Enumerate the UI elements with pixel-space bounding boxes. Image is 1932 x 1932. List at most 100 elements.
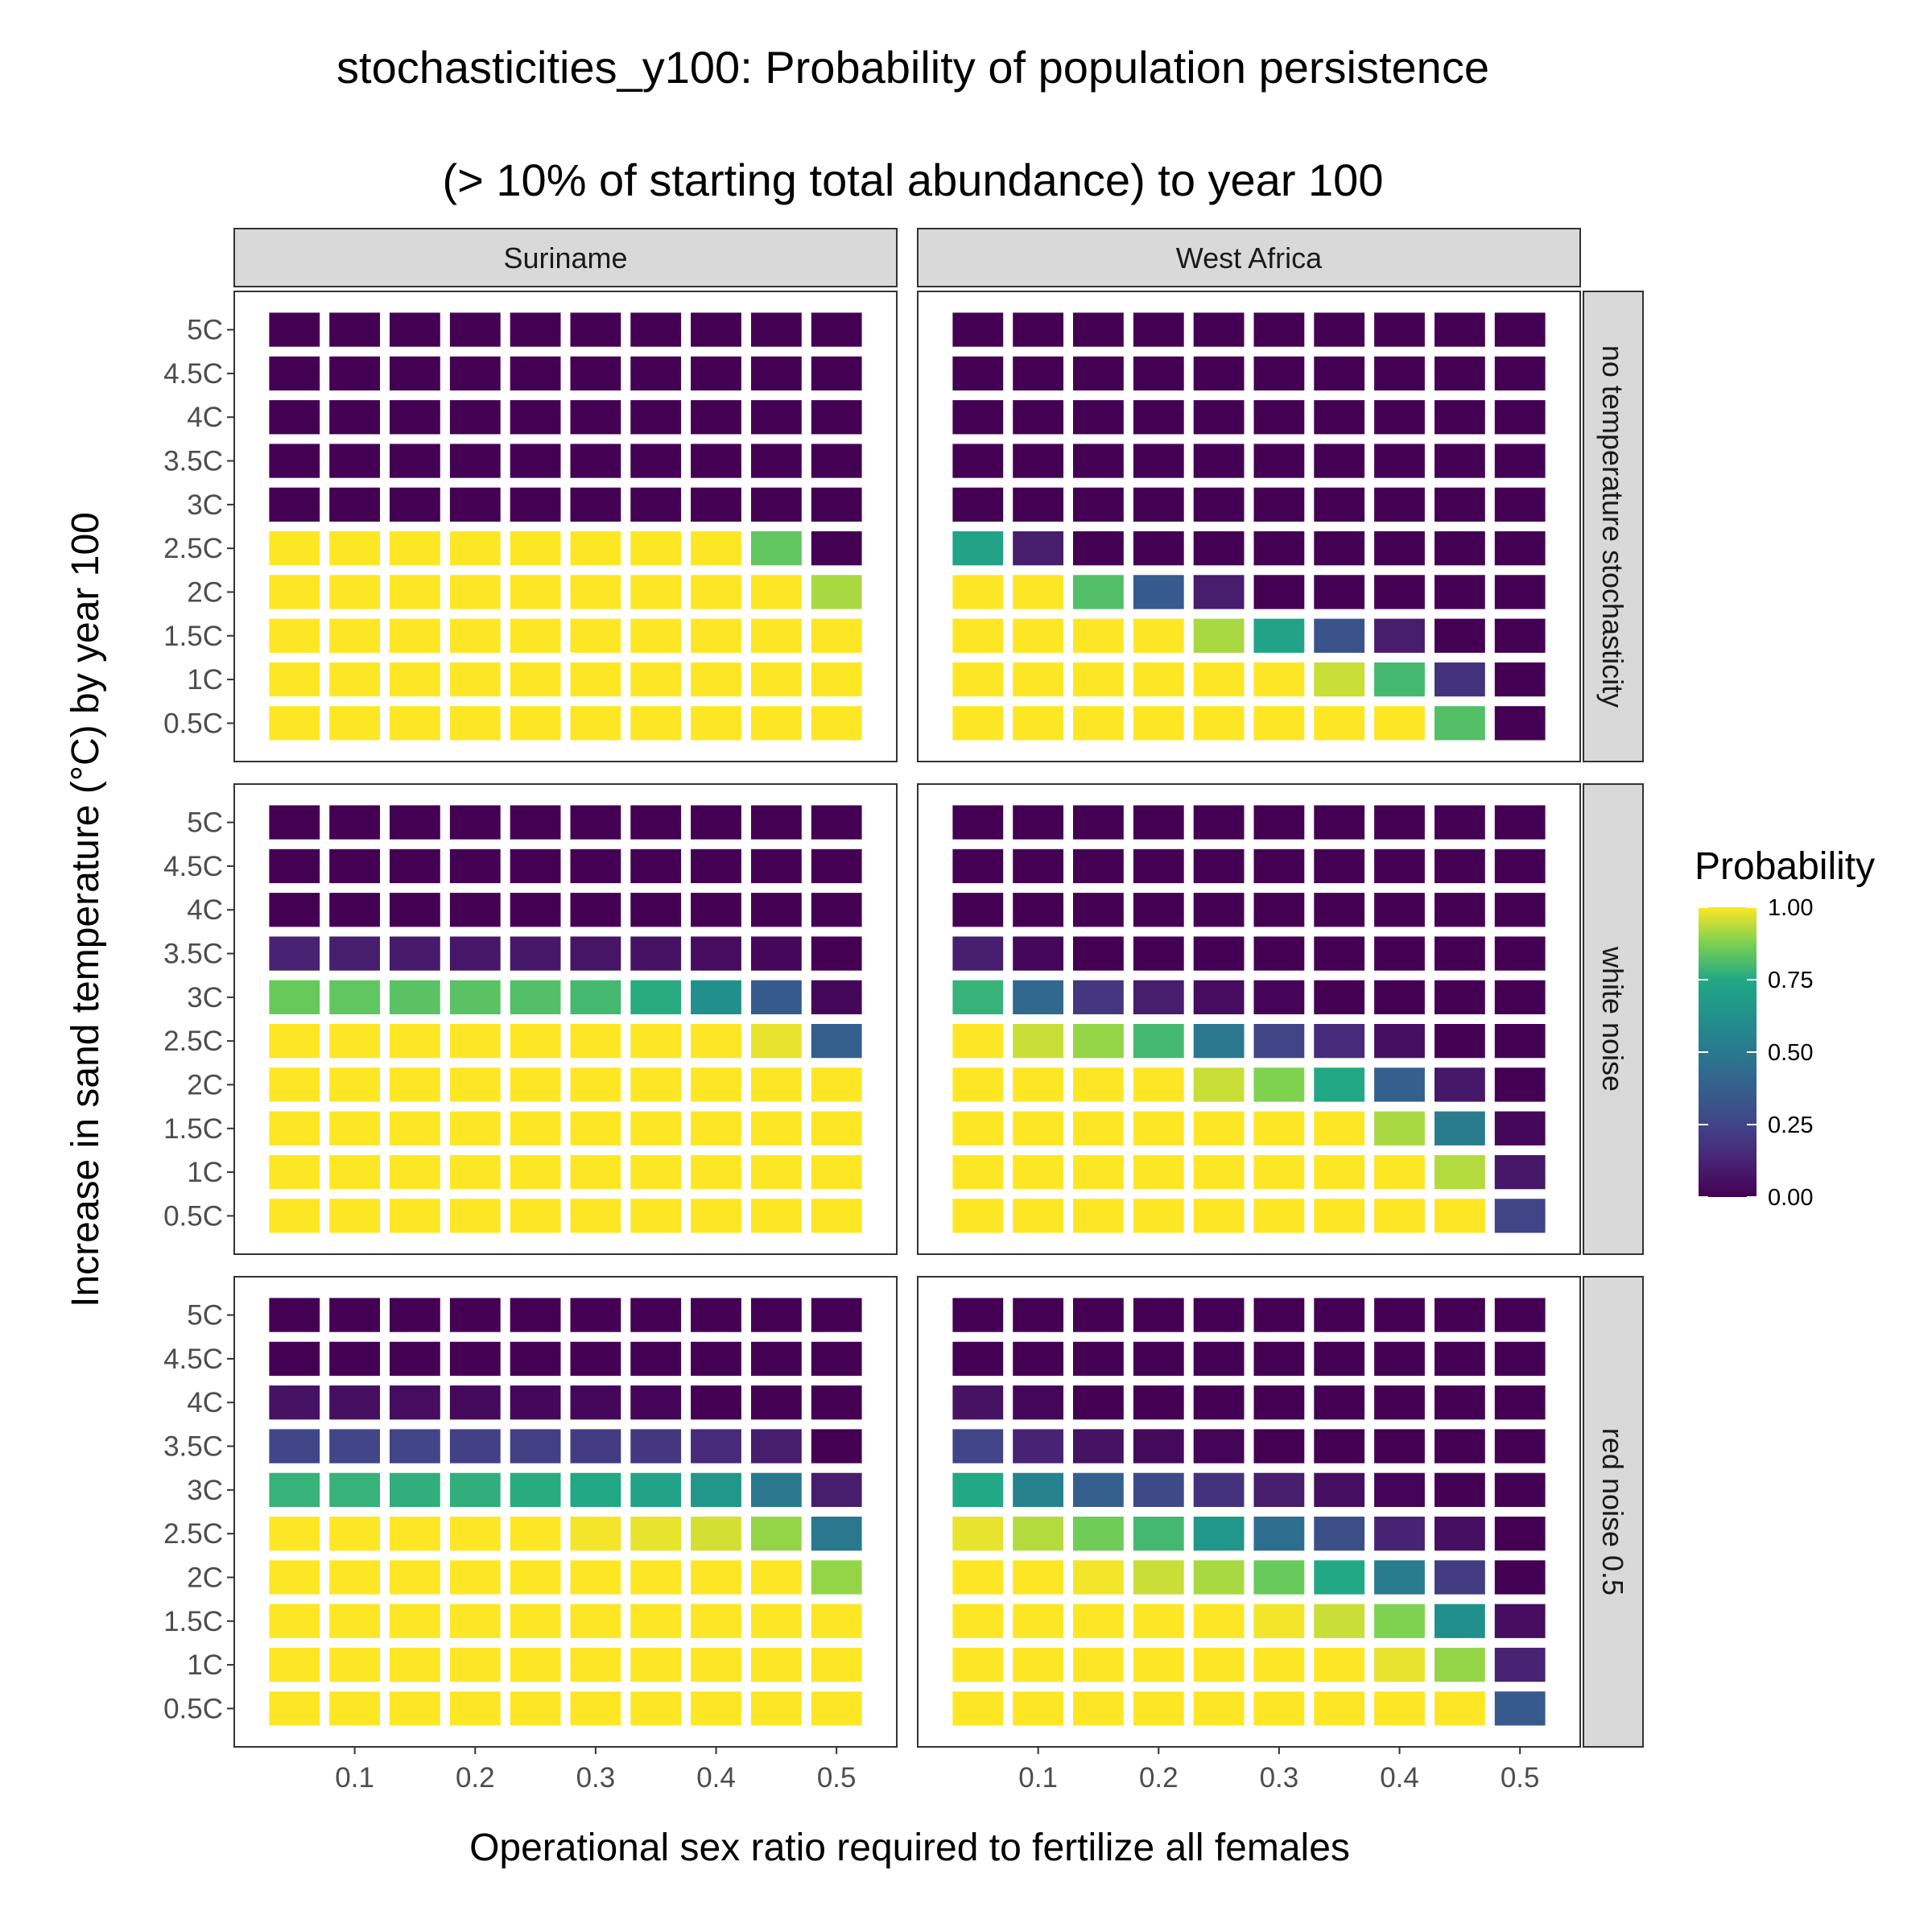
heatmap-cell — [1013, 1024, 1063, 1059]
heatmap-cell — [510, 893, 561, 927]
strip-background — [1583, 291, 1644, 762]
heatmap-cell — [449, 531, 501, 566]
heatmap-cell — [1314, 936, 1365, 971]
heatmap-cell — [390, 312, 440, 347]
heatmap-cell — [269, 1341, 320, 1377]
heatmap-cell — [811, 1647, 862, 1682]
heatmap-cell — [390, 1024, 440, 1059]
heatmap-cell — [269, 980, 320, 1014]
heatmap-cell — [570, 1341, 621, 1377]
heatmap-cell — [449, 936, 501, 971]
heatmap-cell — [570, 1298, 621, 1332]
heatmap-cell — [510, 400, 561, 435]
heatmap-cell — [952, 312, 1004, 347]
heatmap-cell — [1073, 575, 1124, 609]
panel-suriname-red-noise-0-5 — [233, 1276, 898, 1748]
heatmap-cell — [1314, 1604, 1365, 1638]
heatmap-cell — [1253, 893, 1305, 927]
heatmap-cell — [630, 1691, 682, 1726]
heatmap-cell — [1253, 531, 1305, 566]
heatmap-cell — [269, 487, 320, 522]
heatmap-cell — [1073, 662, 1124, 697]
heatmap-cell — [510, 444, 561, 478]
heatmap-cell — [1374, 1604, 1425, 1638]
heatmap-cell — [1435, 1154, 1485, 1190]
heatmap-cell — [570, 662, 621, 697]
heatmap-cell — [1193, 1604, 1245, 1638]
heatmap-cell — [811, 400, 862, 435]
heatmap-cell — [449, 487, 501, 522]
heatmap-cell — [449, 1517, 501, 1551]
heatmap-cell — [811, 1604, 862, 1638]
heatmap-cell — [1314, 1517, 1365, 1551]
y-tick-label: 1.5C — [163, 1113, 223, 1145]
strip-background — [1583, 1276, 1644, 1748]
heatmap-cell — [1253, 1154, 1305, 1190]
heatmap-cell — [1494, 400, 1546, 435]
heatmap-cell — [1314, 1298, 1365, 1332]
y-tick-label: 3C — [187, 982, 223, 1013]
heatmap-cell — [510, 805, 561, 840]
y-tick-label: 4.5C — [163, 851, 223, 882]
heatmap-cell — [751, 312, 802, 347]
heatmap-cell — [630, 893, 682, 927]
heatmap-cell — [1193, 1298, 1245, 1332]
heatmap-cell — [510, 662, 561, 697]
heatmap-cell — [1374, 706, 1425, 741]
heatmap-cell — [1314, 531, 1365, 566]
heatmap-cell — [952, 936, 1004, 971]
heatmap-cell — [1494, 1341, 1546, 1377]
heatmap-cell — [952, 706, 1004, 741]
facet-strips: Suriname West Africa no temperature stocha… — [233, 228, 1644, 1748]
heatmap-cell — [1133, 618, 1184, 653]
heatmap-cell — [1133, 444, 1184, 478]
panel-west-africa-white-noise — [917, 783, 1581, 1255]
heatmap-cell — [390, 1298, 440, 1332]
heatmap-cell — [952, 1024, 1004, 1059]
heatmap-cell — [952, 848, 1004, 884]
heatmap-cell — [1374, 1341, 1425, 1377]
heatmap-cell — [1193, 312, 1245, 347]
heatmap-cell — [390, 1385, 440, 1420]
heatmap-cell — [390, 1517, 440, 1551]
heatmap-cell — [570, 487, 621, 522]
heatmap-cell — [329, 1385, 380, 1420]
heatmap-cell — [329, 531, 380, 566]
heatmap-cell — [630, 1517, 682, 1551]
heatmap-cell — [811, 1472, 862, 1507]
heatmap-cell — [570, 1472, 621, 1507]
heatmap-cell — [510, 1154, 561, 1190]
heatmap-cell — [1374, 1560, 1425, 1595]
heatmap-cell — [1374, 805, 1425, 840]
heatmap-cell — [449, 1199, 501, 1233]
heatmap-cell — [390, 1154, 440, 1190]
heatmap-cell — [691, 1199, 741, 1233]
heatmap-cell — [1374, 618, 1425, 653]
heatmap-cell — [269, 1067, 320, 1102]
heatmap-cell — [1494, 980, 1546, 1014]
heatmap-cell — [1073, 1647, 1124, 1682]
heatmap-cell — [390, 848, 440, 884]
heatmap-cell — [952, 893, 1004, 927]
heatmap-cell — [449, 1647, 501, 1682]
heatmap-cell — [269, 1560, 320, 1595]
heatmap-cell — [570, 1154, 621, 1190]
heatmap-cell — [269, 805, 320, 840]
heatmap-cell — [449, 1111, 501, 1146]
heatmap-cell — [1193, 1472, 1245, 1507]
heatmap-cell — [1253, 1560, 1305, 1595]
heatmap-cell — [751, 618, 802, 653]
column-strip-suriname: Suriname — [233, 228, 898, 287]
heatmap-cell — [1314, 1067, 1365, 1102]
heatmap-cell — [269, 1024, 320, 1059]
heatmap-cell — [1073, 444, 1124, 478]
heatmap-cell — [329, 1429, 380, 1463]
heatmap-cell — [269, 531, 320, 566]
x-tick-label: 0.3 — [1260, 1762, 1299, 1794]
heatmap-cell — [1013, 1472, 1063, 1507]
heatmap-cell — [1435, 1067, 1485, 1102]
heatmap-cell — [1253, 1298, 1305, 1332]
heatmap-cell — [811, 1560, 862, 1595]
heatmap-cell — [1133, 487, 1184, 522]
heatmap-cell — [751, 848, 802, 884]
